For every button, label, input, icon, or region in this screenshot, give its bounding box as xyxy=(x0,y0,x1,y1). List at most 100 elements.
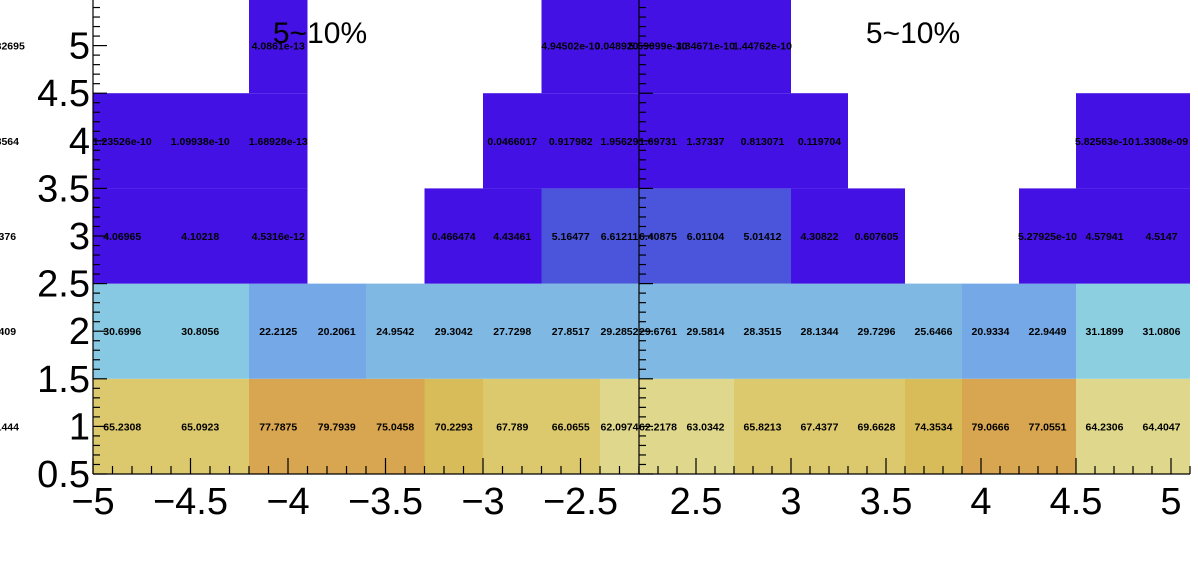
cell-value-label: 1.3308e-09 xyxy=(1135,136,1188,148)
x-tick-label: 4.5 xyxy=(1050,481,1103,523)
heatmap-cell xyxy=(1076,283,1133,379)
heatmap-cell xyxy=(307,283,366,379)
cell-value-label: 0.0466017 xyxy=(487,136,537,148)
heatmap-cell xyxy=(249,93,308,189)
heatmap-cell xyxy=(677,283,734,379)
heatmap-cell xyxy=(791,93,848,189)
heatmap-cell xyxy=(424,283,483,379)
cell-value-label: 70.2293 xyxy=(435,421,473,433)
cell-value-label: 65.8213 xyxy=(744,421,782,433)
cell-value-label: 24.9542 xyxy=(376,326,414,338)
heatmap-cell xyxy=(249,283,308,379)
cell-value-label: 30.6996 xyxy=(103,326,141,338)
heatmap-cell xyxy=(734,378,791,474)
cell-value-label: 62.2178 xyxy=(639,421,677,433)
panel-2: 62.2178 63.0342 65.8213 67.4377 69.6628 74.35… xyxy=(629,0,1191,523)
heatmap-cell xyxy=(151,283,249,379)
cell-value-label: 6.61211 xyxy=(601,231,639,243)
heatmap-cell xyxy=(151,378,249,474)
y-tick-label: 3.5 xyxy=(37,168,90,210)
cell-value-label: 22.9449 xyxy=(1029,326,1067,338)
cell-value-label: 31.1899 xyxy=(1086,326,1124,338)
heatmap-cell xyxy=(483,378,542,474)
heatmap-cell xyxy=(791,283,848,379)
heatmap-cell xyxy=(600,283,639,379)
x-tick-label: −2.5 xyxy=(543,481,618,523)
heatmap-cell xyxy=(848,283,905,379)
cell-value-label: 79.0666 xyxy=(972,421,1010,433)
heatmap-cell xyxy=(483,188,542,284)
cell-value-label: 63.0342 xyxy=(687,421,725,433)
heatmap-cell xyxy=(483,93,542,189)
cell-value-label: 1.68928e-13 xyxy=(249,136,308,148)
cell-value-label: 31.409 xyxy=(0,326,16,338)
heatmap-cell xyxy=(677,188,734,284)
cell-value-label: 66.0655 xyxy=(552,421,590,433)
cell-value-label: 5.59099e-10 xyxy=(629,41,688,53)
y-tick-label: 2.5 xyxy=(37,264,90,306)
cell-value-label: 30.8056 xyxy=(181,326,219,338)
heatmap-cell xyxy=(1019,188,1076,284)
heatmap-cell xyxy=(677,378,734,474)
heatmap-cell xyxy=(600,0,639,94)
cell-value-label: 4.06965 xyxy=(103,231,141,243)
x-tick-label: 5 xyxy=(1160,481,1181,523)
cell-value-label: 77.7875 xyxy=(259,421,297,433)
cell-value-label: 4.94502e-10 xyxy=(541,41,600,53)
cell-value-label: 77.0551 xyxy=(1029,421,1067,433)
cell-value-label: 65.2308 xyxy=(103,421,141,433)
heatmap-cell xyxy=(151,188,249,284)
heatmap-cell xyxy=(791,378,848,474)
cell-value-label: 29.5814 xyxy=(687,326,725,338)
cell-value-label: 31.0806 xyxy=(1143,326,1181,338)
heatmap-cell xyxy=(249,188,308,284)
cell-value-label: 75.0458 xyxy=(376,421,414,433)
cell-value-label: 1.95629 xyxy=(601,136,639,148)
cell-value-label: 1.23526e-10 xyxy=(93,136,152,148)
panel-title: 5~10% xyxy=(273,17,367,50)
heatmap-cell xyxy=(962,378,1019,474)
heatmap-cell xyxy=(1076,378,1133,474)
x-tick-label: 2.5 xyxy=(670,481,723,523)
cell-value-label: 1.09938e-10 xyxy=(171,136,230,148)
y-tick-label: 3 xyxy=(69,216,90,258)
heatmap-cell xyxy=(307,378,366,474)
cell-value-label: 4.5316e-12 xyxy=(252,231,305,243)
heatmap-cell xyxy=(734,283,791,379)
heatmap-cell xyxy=(424,378,483,474)
x-tick-label: −4.5 xyxy=(153,481,228,523)
heatmap-cell xyxy=(249,378,308,474)
cell-value-label: 28.3515 xyxy=(744,326,782,338)
cell-value-label: 4.0861e-13 xyxy=(252,41,305,53)
heatmap-cell xyxy=(905,283,962,379)
cell-value-label: 28.1344 xyxy=(801,326,839,338)
heatmap-cell xyxy=(600,188,639,284)
x-tick-label: −4 xyxy=(266,481,309,523)
y-tick-label: 2 xyxy=(69,311,90,353)
cell-value-label: 1.44762e-10 xyxy=(733,41,792,53)
heatmap-cell xyxy=(541,283,600,379)
y-tick-label: 1 xyxy=(69,406,90,448)
cell-value-label: 29.3042 xyxy=(435,326,473,338)
cell-value-label: 74.3534 xyxy=(915,421,953,433)
heatmap-cell xyxy=(249,0,308,94)
cell-value-label: 0.0489208 xyxy=(595,41,645,53)
cell-value-label: 25.6466 xyxy=(915,326,953,338)
cell-value-label: 27.8517 xyxy=(552,326,590,338)
cell-value-label: 0.466474 xyxy=(432,231,476,243)
cell-value-label: 0.119704 xyxy=(798,136,841,148)
cell-value-label: 4.10218 xyxy=(181,231,219,243)
cell-value-label: 29.2852 xyxy=(601,326,639,338)
x-tick-label: 3 xyxy=(780,481,801,523)
panel-1: 65.2308 65.0923 77.7875 79.7939 75.0458 70.22… xyxy=(0,0,644,523)
cell-value-label: 4.30822 xyxy=(801,231,839,243)
heatmap-cell xyxy=(639,0,677,94)
heatmap-cell xyxy=(151,93,249,189)
heatmap-cell xyxy=(541,378,600,474)
heatmap-cell xyxy=(1019,283,1076,379)
heatmap-cell xyxy=(848,378,905,474)
heatmap-cell xyxy=(734,188,791,284)
cell-value-label: 67.4377 xyxy=(801,421,839,433)
cell-value-label: 67.789 xyxy=(496,421,528,433)
cell-value-label: 0.607605 xyxy=(855,231,899,243)
